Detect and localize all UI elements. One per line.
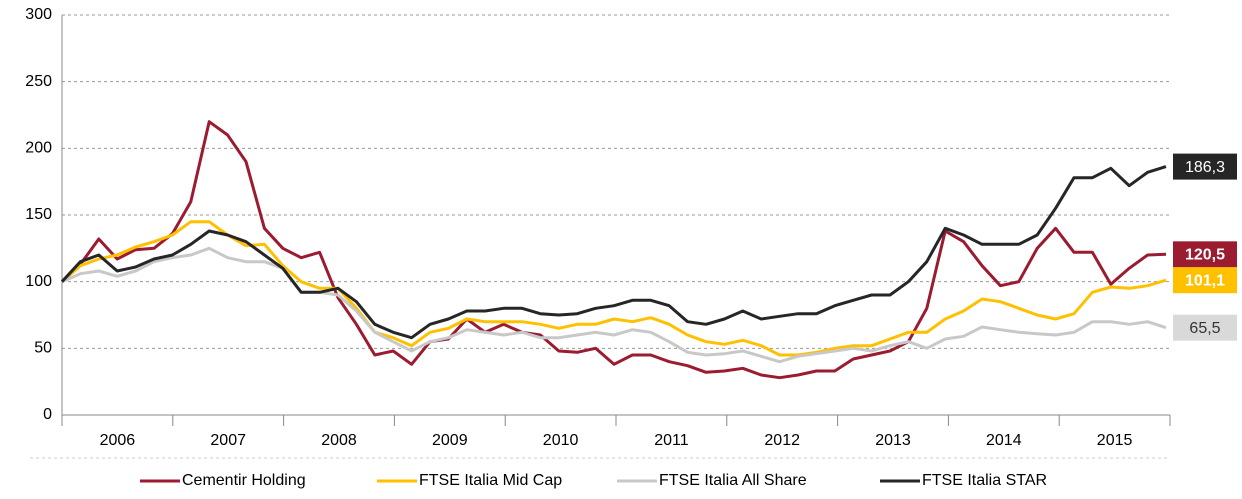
y-tick-label: 100 xyxy=(25,273,52,290)
legend-label: FTSE Italia Mid Cap xyxy=(419,472,562,489)
series-line xyxy=(60,165,1167,340)
x-tick-label: 2013 xyxy=(875,432,911,449)
series-line xyxy=(60,120,1167,380)
x-tick-label: 2009 xyxy=(432,432,468,449)
x-tick-label: 2015 xyxy=(1097,432,1133,449)
x-tick-label: 2014 xyxy=(986,432,1022,449)
series-line xyxy=(61,220,1167,357)
end-label: 101,1 xyxy=(1185,272,1225,289)
legend-label: FTSE Italia STAR xyxy=(922,472,1047,489)
y-tick-label: 300 xyxy=(25,6,52,23)
end-label: 186,3 xyxy=(1185,159,1225,176)
x-tick-label: 2007 xyxy=(210,432,246,449)
end-label-box xyxy=(1173,314,1237,341)
x-tick-label: 2012 xyxy=(764,432,800,449)
x-tick-label: 2006 xyxy=(100,432,136,449)
series-line xyxy=(61,246,1167,364)
y-tick-label: 200 xyxy=(25,140,52,157)
y-tick-label: 250 xyxy=(25,73,52,90)
y-tick-label: 0 xyxy=(43,406,52,423)
x-tick-label: 2011 xyxy=(654,432,689,449)
y-tick-label: 150 xyxy=(25,206,52,223)
end-label-box xyxy=(1173,241,1237,268)
x-tick-label: 2010 xyxy=(543,432,579,449)
end-label-box xyxy=(1173,267,1237,294)
y-tick-label: 50 xyxy=(34,340,52,357)
end-label: 65,5 xyxy=(1189,320,1220,337)
legend-label: FTSE Italia All Share xyxy=(659,472,807,489)
end-label-box xyxy=(1173,153,1237,180)
x-tick-label: 2008 xyxy=(321,432,357,449)
end-label: 120,5 xyxy=(1185,247,1225,264)
legend-label: Cementir Holding xyxy=(182,472,306,489)
